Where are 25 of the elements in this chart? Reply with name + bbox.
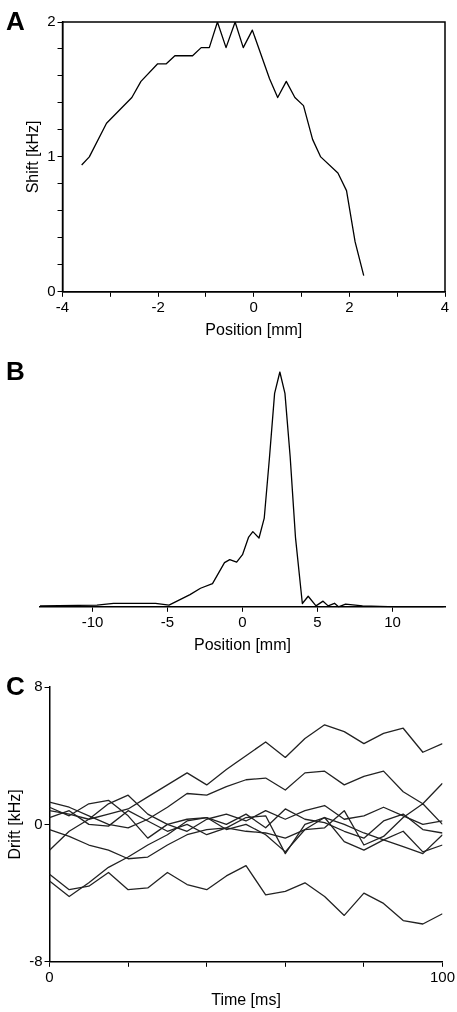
y-tick-label: -8 — [29, 951, 43, 969]
text: A — [6, 6, 25, 37]
x-tick-label: 0 — [249, 297, 258, 315]
x-axis-title: Position [mm] — [205, 320, 303, 338]
y-tick-label: 0 — [47, 281, 56, 299]
x-tick-label: -5 — [160, 612, 175, 630]
x-axis-title: Position [mm] — [194, 635, 291, 653]
x-tick-label: 4 — [440, 297, 450, 315]
x-tick-label: 5 — [313, 612, 322, 630]
x-tick-label: 0 — [238, 612, 247, 630]
x-tick-label: 100 — [429, 967, 455, 985]
x-tick-label: 10 — [384, 612, 401, 630]
y-tick-label: 1 — [47, 147, 56, 165]
text: B — [6, 356, 25, 387]
x-axis-title: Time [ms] — [211, 990, 281, 1008]
x-tick-label: -4 — [55, 297, 70, 315]
y-tick-label: 2 — [47, 12, 56, 30]
y-tick-label: 0 — [34, 814, 43, 832]
text: C — [6, 671, 25, 702]
x-tick-label: -10 — [81, 612, 104, 630]
y-tick-label: 8 — [34, 677, 43, 695]
x-tick-label: -2 — [151, 297, 165, 315]
y-axis-title: Shift [kHz] — [24, 120, 42, 194]
y-axis-title: Drift [kHz] — [6, 789, 24, 860]
x-tick-label: 2 — [345, 297, 354, 315]
